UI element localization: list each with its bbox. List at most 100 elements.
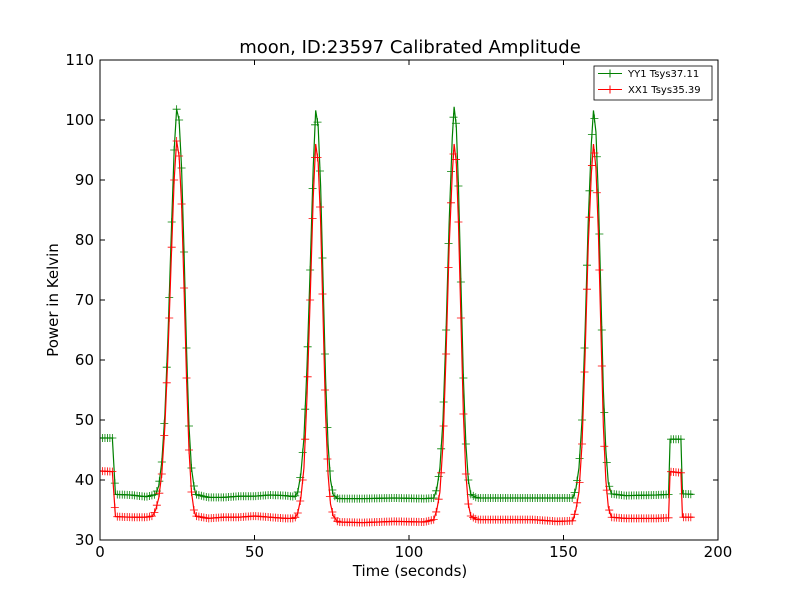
data-point — [293, 509, 302, 517]
data-point — [165, 293, 174, 302]
data-point — [570, 510, 579, 519]
data-point — [182, 374, 191, 382]
legend-box — [593, 65, 713, 101]
y-axis-label: Power in Kelvin — [44, 243, 62, 357]
x-tick-label: 50 — [245, 543, 264, 561]
data-point — [676, 468, 685, 477]
data-point — [170, 146, 179, 154]
data-point — [320, 386, 329, 394]
legend-marker-xx1 — [606, 85, 614, 94]
series-layer — [100, 105, 695, 527]
data-point — [447, 167, 456, 176]
data-point — [328, 508, 337, 516]
data-point — [313, 118, 322, 127]
data-point — [575, 454, 584, 463]
y-tick-label: 40 — [75, 471, 94, 489]
data-point — [187, 464, 196, 472]
data-point — [296, 497, 305, 505]
y-tick-label: 110 — [65, 51, 94, 69]
x-axis: 0 50 100 150 200 — [95, 60, 732, 561]
data-point — [439, 398, 448, 406]
data-point — [293, 488, 302, 496]
data-point — [437, 444, 446, 453]
data-point — [167, 218, 176, 226]
legend-label-xx1: XX1 Tsys35.39 — [628, 85, 701, 96]
data-point — [602, 458, 611, 467]
data-point — [686, 490, 695, 499]
data-point — [155, 489, 164, 498]
data-point — [573, 498, 582, 507]
x-tick-label: 100 — [395, 543, 424, 561]
data-point — [602, 486, 611, 495]
data-point — [167, 243, 176, 252]
data-point — [301, 405, 310, 414]
data-point — [323, 455, 332, 463]
data-point — [301, 435, 310, 444]
data-point — [308, 184, 317, 193]
data-point — [177, 200, 186, 208]
data-point — [303, 372, 312, 381]
data-point — [157, 470, 166, 478]
data-point — [308, 214, 317, 223]
data-point — [575, 478, 584, 487]
data-point — [108, 467, 117, 476]
y-tick-label: 100 — [65, 111, 94, 129]
chart-title: moon, ID:23597 Calibrated Amplitude — [239, 37, 581, 58]
data-point — [444, 239, 453, 248]
data-point — [316, 203, 325, 211]
y-tick-label: 30 — [75, 531, 94, 549]
data-point — [595, 230, 604, 238]
series-xx1 — [100, 137, 695, 527]
data-point — [298, 476, 307, 484]
data-point — [110, 479, 119, 488]
data-point — [313, 153, 322, 162]
data-point — [170, 176, 179, 184]
data-point — [155, 477, 164, 486]
data-point — [590, 114, 599, 123]
x-tick-label: 0 — [95, 543, 105, 561]
data-point — [580, 368, 589, 376]
data-point — [175, 152, 184, 160]
data-point — [582, 261, 591, 270]
data-point — [449, 150, 458, 158]
y-tick-label: 70 — [75, 291, 94, 309]
data-point — [461, 440, 470, 448]
data-point — [585, 213, 594, 222]
data-point — [582, 285, 591, 294]
data-point — [456, 314, 465, 322]
data-point — [320, 350, 329, 358]
data-point — [150, 508, 159, 517]
data-point — [160, 431, 169, 440]
data-point — [570, 488, 579, 497]
data-point — [444, 263, 453, 272]
data-point — [600, 442, 609, 451]
data-point — [318, 254, 327, 262]
data-point — [590, 149, 599, 157]
data-point — [172, 137, 181, 145]
data-point — [175, 116, 184, 124]
data-point — [189, 506, 198, 514]
data-point — [600, 408, 609, 417]
y-tick-label: 90 — [75, 171, 94, 189]
data-point — [456, 278, 465, 286]
data-point — [110, 503, 119, 512]
data-point — [664, 513, 673, 522]
y-tick-label: 50 — [75, 411, 94, 429]
series-yy1 — [100, 105, 695, 503]
data-point — [180, 248, 189, 256]
data-point — [568, 494, 577, 502]
data-point — [306, 296, 315, 304]
data-point — [605, 506, 614, 515]
data-point — [442, 350, 451, 358]
legend-marker-yy1 — [606, 69, 614, 78]
data-point — [464, 476, 473, 484]
y-tick-label: 60 — [75, 351, 94, 369]
data-point — [461, 470, 470, 478]
data-point — [580, 344, 589, 352]
data-point — [592, 188, 601, 197]
data-point — [439, 422, 448, 430]
data-point — [429, 494, 438, 502]
data-point — [454, 218, 463, 226]
data-point — [442, 326, 451, 334]
